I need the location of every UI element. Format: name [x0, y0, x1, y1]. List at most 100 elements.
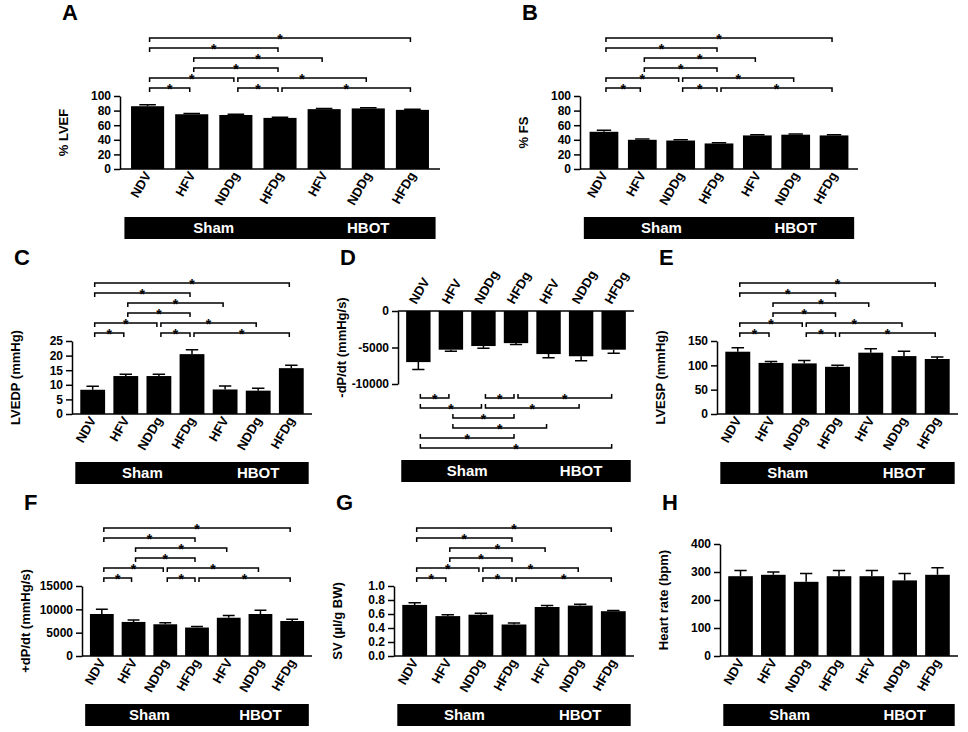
bar — [131, 106, 164, 169]
significance-label: * — [511, 521, 517, 537]
x-tick-label: HFDg — [389, 169, 419, 207]
error-bar — [404, 108, 421, 110]
y-tick-label: 0 — [701, 407, 708, 421]
significance-label: * — [818, 326, 824, 342]
y-tick-label: 5000 — [46, 626, 73, 640]
y-tick-mark — [711, 365, 717, 367]
y-axis: 020406080100 — [551, 89, 581, 176]
significance-label: * — [497, 421, 503, 437]
group-label: HBOT — [237, 464, 280, 481]
group-box — [208, 462, 309, 484]
group-box — [853, 462, 954, 484]
y-tick-mark — [714, 544, 720, 546]
error-bar — [865, 349, 877, 353]
y-tick: 50 — [695, 383, 717, 397]
x-tick-label: HFDg — [815, 656, 845, 694]
bar — [925, 575, 950, 656]
plot-area — [725, 348, 949, 414]
bar — [246, 391, 271, 414]
bar — [536, 311, 560, 354]
bar — [628, 140, 657, 169]
y-tick: 20 — [98, 148, 120, 162]
error-bar — [608, 350, 620, 354]
bar — [705, 143, 734, 169]
x-tick-label: HFV — [172, 169, 198, 199]
group-label: Sham — [193, 219, 234, 236]
bar — [90, 614, 114, 656]
error-bar — [228, 114, 245, 116]
error-bar — [445, 350, 457, 351]
significance-label: * — [429, 571, 435, 587]
y-tick: 0 — [701, 407, 717, 421]
bar — [502, 625, 527, 657]
significance-label: * — [206, 316, 212, 332]
panel: HHeart rate (bpm)0100200300400NDVHFVNDDg… — [656, 490, 958, 726]
significance-label: * — [173, 326, 179, 342]
significance-label: * — [478, 551, 484, 567]
y-tick-label: 0 — [704, 649, 711, 663]
plot-area — [80, 350, 303, 414]
significance-label: * — [885, 326, 891, 342]
bar — [794, 582, 819, 656]
x-tick-label: HFV — [206, 414, 232, 444]
bar — [280, 621, 304, 656]
group-label: HBOT — [883, 706, 926, 723]
y-tick-label: 150 — [688, 334, 708, 348]
significance-label: * — [495, 541, 501, 557]
group-label: HBOT — [347, 219, 390, 236]
y-tick-label: 80 — [98, 104, 112, 118]
significance-label: * — [835, 276, 841, 292]
y-tick: 15 — [50, 364, 72, 378]
bar — [175, 114, 208, 169]
y-tick: 0.2 — [368, 635, 394, 649]
error-bar — [412, 362, 424, 369]
bar — [402, 605, 427, 656]
significance-label: * — [774, 81, 780, 97]
y-tick-mark — [574, 125, 580, 127]
significance-label: * — [173, 296, 179, 312]
error-bar — [542, 354, 554, 358]
significance-label: * — [156, 306, 162, 322]
x-tick-label: NDDg — [211, 169, 242, 208]
bar — [759, 363, 784, 414]
y-tick-mark — [388, 656, 394, 658]
bar — [153, 624, 177, 656]
error-bar — [767, 572, 779, 575]
bar — [308, 109, 341, 169]
y-tick-label: 0.2 — [368, 635, 385, 649]
y-tick-mark — [76, 632, 82, 634]
y-tick: 200 — [691, 593, 720, 607]
significance-label: * — [167, 81, 173, 97]
x-tick-label: HFV — [852, 656, 878, 686]
y-tick-mark — [66, 355, 72, 357]
y-tick-label: 400 — [691, 537, 711, 551]
y-tick: 0.0 — [368, 649, 394, 663]
panel-letter: B — [522, 0, 538, 25]
y-tick-label: 40 — [558, 133, 572, 147]
y-tick-label: 100 — [688, 359, 708, 373]
bar — [892, 356, 917, 414]
group-box — [85, 704, 213, 726]
group-label: HBOT — [883, 464, 926, 481]
y-axis-title: +dP/dt (mmHg/s) — [18, 569, 33, 673]
y-tick: 15000 — [40, 579, 82, 593]
y-axis: 0100200300400 — [691, 537, 721, 663]
x-tick-label: HFDg — [810, 169, 840, 207]
x-tick-label: HFV — [623, 169, 649, 199]
x-tick-label: HFDg — [814, 414, 844, 452]
error-bar — [789, 133, 803, 135]
y-tick-label: 0 — [564, 162, 571, 176]
y-tick: 0 — [56, 407, 72, 421]
group-label: Sham — [444, 706, 485, 723]
error-bar — [510, 343, 522, 344]
error-bar — [931, 568, 943, 575]
y-tick: 20 — [50, 349, 72, 363]
panel-letter: G — [336, 490, 353, 515]
y-tick-mark — [388, 614, 394, 616]
error-bar — [272, 116, 289, 118]
significance-label: * — [189, 276, 195, 292]
x-tick-label: NDV — [127, 169, 154, 201]
panel: GSV (µl/g BW)0.00.20.40.60.81.0NDVHFVNDD… — [330, 490, 634, 726]
group-label: HBOT — [559, 706, 602, 723]
y-tick: -10000 — [352, 377, 398, 391]
